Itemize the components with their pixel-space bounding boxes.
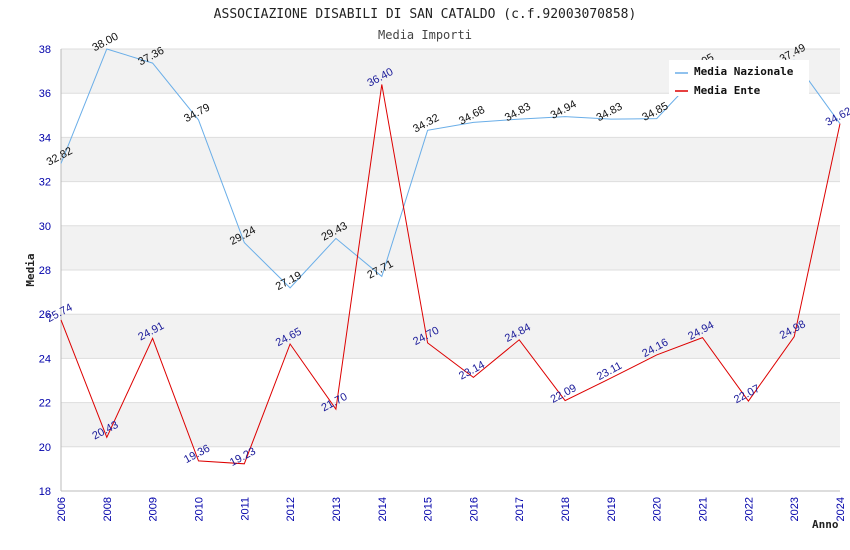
x-tick-label: 2009 bbox=[148, 497, 160, 521]
grid-band bbox=[61, 314, 840, 359]
x-tick-label: 2012 bbox=[285, 497, 297, 521]
grid-band bbox=[61, 446, 840, 491]
grid-band bbox=[61, 137, 840, 182]
y-tick-labels: 18 20 22 24 26 28 30 32 34 36 38 bbox=[39, 44, 51, 498]
x-tick-label: 2010 bbox=[193, 497, 205, 521]
x-axis-label: Anno bbox=[812, 518, 839, 531]
grid-band bbox=[61, 93, 840, 138]
x-tick-label: 2008 bbox=[102, 497, 114, 521]
x-tick-label: 2014 bbox=[377, 497, 389, 521]
series-line-media-ente bbox=[60, 84, 841, 465]
chart-title: ASSOCIAZIONE DISABILI DI SAN CATALDO (c.… bbox=[214, 7, 637, 22]
grid-band bbox=[61, 181, 840, 226]
x-tick-label: 2015 bbox=[423, 497, 435, 521]
legend-label-media-nazionale: Media Nazionale bbox=[694, 65, 794, 78]
x-tick-label: 2016 bbox=[468, 497, 480, 521]
y-tick-label: 28 bbox=[39, 265, 51, 277]
y-tick-label: 32 bbox=[39, 177, 51, 189]
y-tick-label: 20 bbox=[39, 442, 51, 454]
legend: Media Nazionale Media Ente bbox=[669, 60, 809, 97]
y-tick-label: 18 bbox=[39, 486, 51, 498]
x-tick-label: 2023 bbox=[789, 497, 801, 521]
x-tick-label: 2020 bbox=[652, 497, 664, 521]
y-axis-label: Media bbox=[24, 253, 37, 286]
chart-subtitle: Media Importi bbox=[378, 28, 472, 42]
x-tick-label: 2006 bbox=[56, 497, 68, 521]
y-tick-label: 34 bbox=[39, 132, 51, 144]
x-tick-label: 2011 bbox=[239, 497, 251, 521]
x-tick-labels: 2006 2008 2009 2010 2011 2012 2013 2014 2015 2016… bbox=[56, 497, 847, 521]
x-tick-label: 2022 bbox=[743, 497, 755, 521]
y-tick-label: 30 bbox=[39, 221, 51, 233]
y-tick-label: 24 bbox=[39, 353, 51, 365]
grid-bands bbox=[61, 49, 840, 491]
x-tick-label: 2017 bbox=[514, 497, 526, 521]
x-tick-label: 2018 bbox=[560, 497, 572, 521]
y-tick-label: 36 bbox=[39, 88, 51, 100]
x-tick-label: 2021 bbox=[698, 497, 710, 521]
grid-band bbox=[61, 358, 840, 403]
legend-box bbox=[669, 60, 809, 96]
y-tick-label: 26 bbox=[39, 309, 51, 321]
grid-band bbox=[61, 270, 840, 315]
x-tick-label: 2024 bbox=[835, 497, 847, 521]
y-tick-label: 22 bbox=[39, 398, 51, 410]
x-tick-label: 2019 bbox=[606, 497, 618, 521]
y-tick-label: 38 bbox=[39, 44, 51, 56]
grid-band bbox=[61, 225, 840, 270]
grid-band bbox=[61, 402, 840, 447]
x-tick-label: 2013 bbox=[331, 497, 343, 521]
legend-label-media-ente: Media Ente bbox=[694, 84, 761, 97]
